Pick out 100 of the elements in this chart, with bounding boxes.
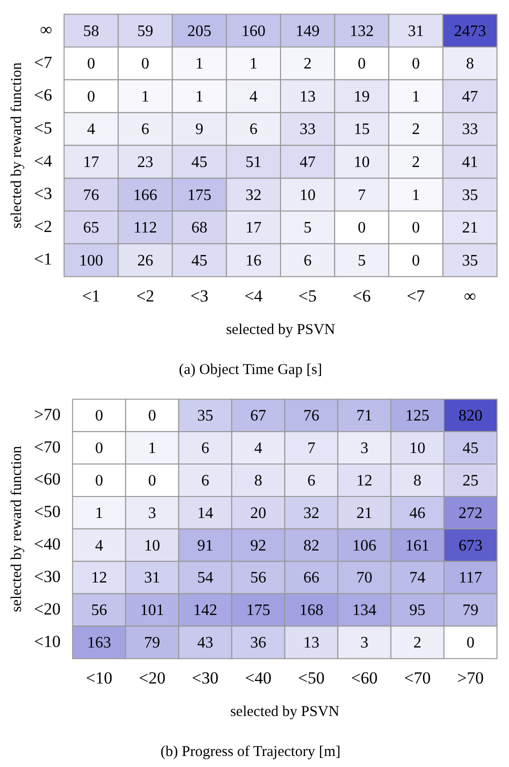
x-tick-label: <30: [192, 668, 219, 688]
data-label: 112: [134, 220, 157, 237]
data-label: 0: [412, 56, 420, 73]
y-tick-label: <30: [34, 567, 61, 586]
data-label: 8: [466, 56, 474, 73]
data-label: 673: [458, 537, 482, 554]
data-label: 32: [245, 186, 262, 204]
data-label: 2: [304, 56, 312, 73]
data-label: 17: [83, 154, 100, 172]
y-tick-label: <3: [34, 184, 52, 204]
x-tick-label: <60: [351, 668, 378, 688]
data-label: 4: [87, 121, 96, 138]
data-label: 56: [91, 602, 108, 620]
x-tick-label: <6: [352, 286, 371, 306]
data-label: 132: [350, 22, 374, 40]
data-label: 168: [299, 602, 324, 620]
data-label: 68: [191, 220, 208, 237]
x-tick-label: >70: [457, 668, 484, 688]
x-tick-label: <2: [136, 286, 154, 306]
data-label: 20: [250, 504, 266, 522]
data-label: 25: [462, 472, 478, 490]
data-label: 10: [144, 537, 160, 554]
data-label: 45: [191, 252, 208, 270]
data-label: 4: [254, 440, 262, 458]
data-label: 820: [458, 408, 482, 425]
data-label: 1: [412, 88, 420, 106]
data-label: 0: [87, 56, 96, 73]
x-tick-label: <3: [190, 286, 208, 306]
data-label: 41: [462, 154, 478, 172]
y-tick-label: <7: [34, 52, 53, 72]
data-label: 74: [409, 570, 426, 587]
x-axis-title: selected by PSVN: [230, 704, 340, 720]
data-label: 100: [79, 252, 104, 270]
x-tick-label: <7: [406, 286, 426, 306]
data-label: 8: [254, 472, 262, 490]
data-label: 51: [245, 154, 262, 172]
data-label: 33: [462, 121, 478, 138]
data-label: 76: [83, 186, 100, 204]
y-tick-label: <50: [34, 502, 61, 522]
data-label: 5: [304, 220, 312, 237]
data-label: 2: [412, 154, 420, 172]
data-label: 31: [144, 570, 160, 587]
data-label: 31: [408, 22, 424, 40]
data-label: 0: [148, 472, 156, 490]
data-label: 3: [360, 440, 368, 458]
y-axis-title: selected by reward function: [8, 445, 25, 612]
data-label: 6: [304, 252, 312, 270]
y-tick-label: <1: [34, 250, 52, 269]
data-label: 17: [245, 220, 262, 237]
data-label: 76: [303, 408, 320, 425]
data-label: 19: [354, 88, 370, 106]
x-tick-label: <4: [244, 286, 264, 306]
data-label: 92: [250, 537, 266, 554]
data-label: 36: [250, 634, 266, 652]
data-label: 58: [83, 22, 100, 40]
y-tick-label: <4: [34, 151, 53, 170]
y-tick-label: ∞: [40, 20, 52, 40]
data-label: 7: [307, 440, 316, 458]
data-label: 21: [462, 220, 478, 237]
data-label: 4: [95, 537, 104, 554]
y-tick-label: <5: [34, 118, 52, 138]
data-label: 6: [141, 121, 150, 138]
x-tick-label: <20: [138, 668, 166, 688]
data-label: 67: [250, 408, 266, 425]
data-label: 15: [354, 121, 370, 138]
data-label: 16: [245, 252, 262, 270]
data-label: 134: [352, 602, 376, 620]
data-label: 35: [462, 186, 478, 204]
data-label: 175: [187, 186, 212, 204]
data-label: 6: [201, 440, 210, 458]
data-label: 4: [249, 88, 258, 106]
data-label: 14: [197, 504, 214, 522]
data-label: 23: [137, 154, 154, 172]
data-label: 8: [413, 472, 422, 490]
data-label: 91: [197, 537, 214, 554]
x-tick-label: <70: [404, 668, 431, 688]
x-tick-label: ∞: [464, 286, 476, 306]
data-label: 2: [413, 634, 422, 652]
x-axis-title: selected by PSVN: [226, 322, 336, 338]
data-label: 1: [148, 440, 156, 458]
x-tick-label: <5: [298, 286, 317, 306]
data-label: 1: [249, 56, 258, 73]
y-tick-label: <40: [34, 534, 61, 554]
data-label: 13: [300, 88, 316, 106]
data-label: 117: [458, 570, 482, 587]
data-label: 2473: [454, 22, 486, 40]
y-tick-label: >70: [34, 404, 61, 424]
data-label: 13: [303, 634, 320, 652]
data-label: 45: [191, 154, 208, 172]
data-label: 101: [140, 602, 164, 620]
data-label: 45: [462, 440, 478, 458]
data-label: 32: [303, 504, 320, 522]
data-label: 79: [144, 634, 160, 652]
data-label: 7: [358, 186, 366, 204]
data-label: 35: [462, 252, 478, 270]
data-label: 9: [195, 121, 204, 138]
data-label: 0: [148, 408, 156, 425]
y-axis-title: selected by reward function: [8, 62, 25, 228]
y-tick-label: <6: [34, 86, 52, 105]
data-label: 10: [354, 154, 370, 172]
